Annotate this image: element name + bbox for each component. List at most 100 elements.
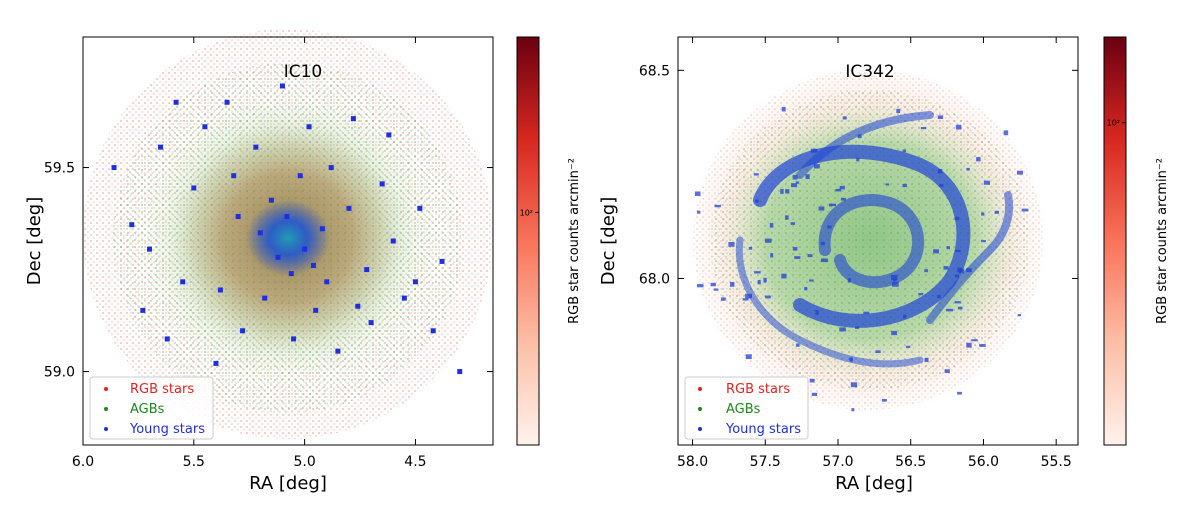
ic342-young-clump: [728, 242, 735, 247]
ic342-young-clump: [902, 183, 907, 188]
ic342-young-clump: [754, 271, 761, 274]
ic342-young-clump: [829, 203, 833, 207]
ic342-young-clump: [966, 167, 970, 171]
ic342-x-ticks: 58.0 57.5 57.0 56.5 56.0 55.5: [677, 37, 1072, 470]
ic10-young-star-point: [231, 173, 237, 179]
ic10-young-star-point: [401, 295, 407, 301]
ic342-young-clump: [863, 311, 870, 315]
ic10-young-star-point: [279, 83, 285, 89]
ic10-young-star-point: [379, 181, 385, 187]
ic10-young-star-point: [191, 185, 197, 191]
ic342-young-clump: [791, 183, 798, 188]
ic342-young-clump: [730, 282, 735, 287]
ic342-young-clump: [847, 278, 851, 283]
ic342-young-clump: [809, 279, 814, 282]
ic342-young-clump: [955, 274, 959, 278]
ic342-young-clump: [696, 284, 704, 288]
ic342-y-label: Dec [deg]: [598, 197, 619, 286]
ic342-young-clump: [810, 148, 818, 153]
ic342-title: IC342: [845, 62, 894, 82]
ic342-x-label: RA [deg]: [835, 473, 913, 494]
ic342-young-clump: [815, 310, 819, 315]
ic342-young-clump: [981, 240, 986, 243]
ic10-young-stars: [111, 83, 463, 375]
ic342-young-clump: [792, 247, 798, 251]
ic342-young-clump: [891, 281, 899, 287]
ic342-young-clump: [896, 108, 901, 114]
ic10-y-ticks: 59.0 59.5: [44, 161, 493, 381]
ic342-young-clump: [753, 173, 759, 176]
ic342-young-clump: [933, 249, 939, 254]
ic10-young-star-point: [417, 205, 423, 211]
ic342-arm-west: [926, 191, 1013, 324]
ic342-young-clump: [713, 288, 719, 291]
ic10-young-star-point: [284, 214, 290, 220]
ic10-x-label: RA [deg]: [249, 473, 327, 494]
ic10-y-tick-label: 59.0: [44, 365, 75, 381]
ic342-young-clump: [781, 273, 787, 279]
ic342-young-clump: [957, 306, 963, 310]
ic10-x-tick-label: 5.5: [183, 454, 205, 470]
ic10-young-star-point: [412, 279, 418, 285]
ic10-young-star-point: [111, 165, 117, 171]
ic10-young-star-point: [390, 238, 396, 244]
ic342-x-tick-label: 57.5: [750, 454, 781, 470]
ic342-young-clump: [827, 225, 832, 229]
ic342-y-tick-label: 68.0: [639, 271, 670, 287]
ic342-young-clump: [839, 185, 845, 190]
ic10-young-star-point: [240, 328, 246, 334]
ic342-young-clump: [745, 354, 752, 360]
ic342-colorbar-label: RGB star counts arcmin⁻²: [1155, 158, 1170, 324]
ic10-colorbar-tick: 10²: [520, 208, 539, 217]
ic10-x-ticks: 6.0 5.5 5.0 4.5: [72, 37, 427, 470]
ic10-young-star-point: [346, 205, 352, 211]
ic10-x-tick-label: 4.5: [404, 454, 426, 470]
ic342-young-clump: [1016, 170, 1023, 175]
ic342-young-clump: [954, 216, 960, 221]
ic342-x-tick-label: 58.0: [677, 454, 708, 470]
ic10-young-star-point: [364, 267, 370, 273]
ic342-young-clump: [765, 238, 772, 243]
ic10-colorbar-tick-label: 10²: [520, 208, 533, 217]
ic342-young-clump: [835, 188, 842, 192]
ic342-young-clump: [757, 279, 761, 285]
ic10-legend-young-label: Young stars: [129, 422, 205, 437]
ic342-young-clump: [790, 222, 796, 225]
ic342-young-clump: [918, 292, 924, 296]
ic10-legend: RGB stars AGBs Young stars: [89, 376, 214, 440]
ic342-young-clump: [796, 343, 800, 347]
ic342-legend: RGB stars AGBs Young stars: [684, 376, 809, 440]
ic342-young-clump: [893, 279, 897, 282]
ic342-young-clump: [981, 212, 985, 216]
ic342-young-clump: [937, 294, 941, 299]
panel-ic342: 58.0 57.5 57.0 56.5 56.0 55.5 68.068.5 IC342 …: [598, 36, 1170, 494]
ic10-young-star-point: [319, 226, 325, 232]
ic342-density-layer: [688, 65, 1048, 415]
ic342-x-tick-label: 55.5: [1041, 454, 1072, 470]
ic342-young-clump: [697, 210, 701, 214]
ic342-young-clump: [804, 286, 808, 291]
ic342-young-clump: [745, 293, 752, 299]
panel-ic10: 6.0 5.5 5.0 4.5 59.0 59.5 IC10 RA [deg] Dec …: [24, 29, 582, 494]
ic342-young-clump: [994, 210, 999, 214]
ic342-young-clump: [944, 369, 950, 374]
ic342-young-clump: [1021, 208, 1029, 212]
ic10-young-star-point: [202, 124, 208, 130]
ic342-colorbar-tick-label: 10²: [1107, 119, 1120, 128]
ic342-young-clump: [785, 215, 789, 220]
ic342-young-clump: [811, 392, 818, 396]
ic342-young-clump: [891, 275, 898, 281]
ic342-young-clump: [971, 339, 978, 342]
ic10-young-star-point: [302, 246, 308, 252]
ic342-young-clump: [965, 268, 972, 273]
ic10-colorbar-gradient: [516, 36, 540, 446]
ic342-colorbar: 10² RGB star counts arcmin⁻²: [1103, 36, 1170, 446]
ic342-young-clump: [903, 314, 907, 319]
ic10-y-label: Dec [deg]: [24, 197, 45, 286]
ic10-title: IC10: [284, 62, 323, 82]
ic342-young-clump: [813, 164, 820, 169]
ic342-young-clump: [840, 197, 846, 201]
ic342-young-clump: [966, 342, 972, 348]
ic342-young-clump: [1003, 130, 1009, 136]
ic10-legend-agb-marker: [104, 407, 108, 411]
